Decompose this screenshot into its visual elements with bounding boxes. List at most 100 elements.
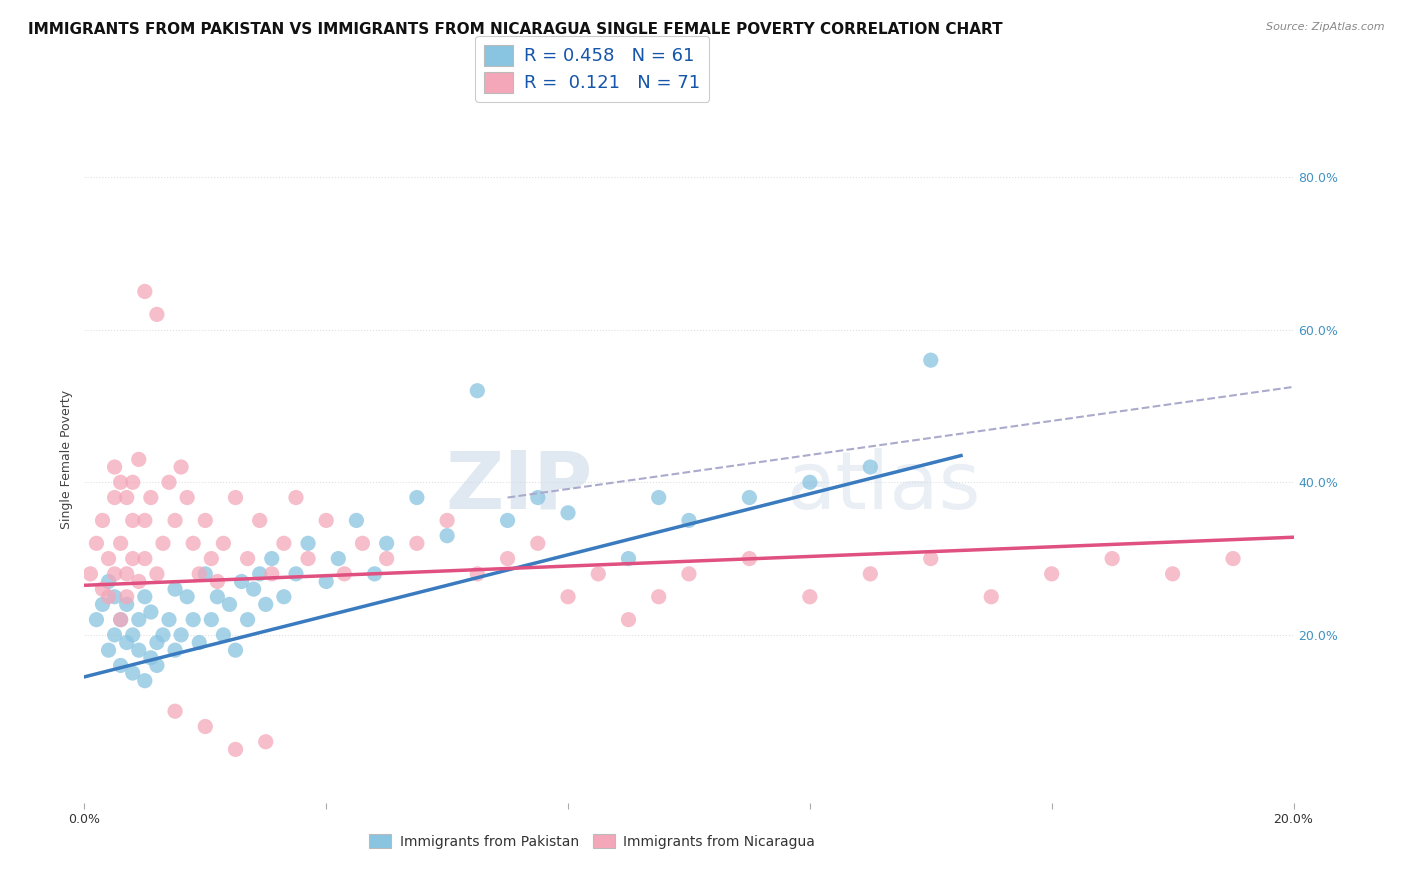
Point xyxy=(97,643,120,657)
Y-axis label: Single Female Poverty: Single Female Poverty xyxy=(60,390,73,529)
Point xyxy=(115,491,138,505)
Point xyxy=(249,513,271,527)
Point xyxy=(436,513,458,527)
Point xyxy=(110,613,132,627)
Point xyxy=(97,551,120,566)
Point xyxy=(346,513,368,527)
Point xyxy=(188,566,211,581)
Point xyxy=(859,566,882,581)
Point xyxy=(678,566,700,581)
Point xyxy=(315,574,337,589)
Point xyxy=(146,635,169,649)
Point xyxy=(115,598,138,612)
Point xyxy=(91,598,114,612)
Point xyxy=(91,513,114,527)
Point xyxy=(738,551,761,566)
Point xyxy=(254,735,277,749)
Point xyxy=(254,598,277,612)
Point xyxy=(128,643,150,657)
Point xyxy=(285,491,308,505)
Point xyxy=(375,536,398,550)
Point xyxy=(194,566,217,581)
Point xyxy=(273,536,295,550)
Point xyxy=(406,536,429,550)
Point xyxy=(200,551,222,566)
Point xyxy=(527,536,550,550)
Point xyxy=(352,536,374,550)
Point xyxy=(165,513,187,527)
Point xyxy=(496,551,519,566)
Point xyxy=(176,590,198,604)
Point xyxy=(139,491,162,505)
Point xyxy=(218,598,240,612)
Point xyxy=(170,460,193,475)
Point xyxy=(285,566,308,581)
Point xyxy=(104,491,127,505)
Point xyxy=(121,628,143,642)
Point xyxy=(134,590,156,604)
Point xyxy=(738,491,761,505)
Point xyxy=(176,491,198,505)
Point xyxy=(920,551,942,566)
Point xyxy=(86,536,108,550)
Point xyxy=(152,536,174,550)
Point xyxy=(104,566,127,581)
Point xyxy=(1161,566,1184,581)
Point xyxy=(207,574,229,589)
Point xyxy=(152,628,174,642)
Legend: Immigrants from Pakistan, Immigrants from Nicaragua: Immigrants from Pakistan, Immigrants fro… xyxy=(364,829,821,855)
Point xyxy=(467,566,489,581)
Point xyxy=(104,460,127,475)
Point xyxy=(260,566,283,581)
Point xyxy=(207,590,229,604)
Point xyxy=(236,613,259,627)
Point xyxy=(467,384,489,398)
Point xyxy=(134,551,156,566)
Point xyxy=(588,566,610,581)
Point xyxy=(859,460,882,475)
Point xyxy=(315,513,337,527)
Point xyxy=(212,628,235,642)
Point xyxy=(121,551,143,566)
Point xyxy=(139,605,162,619)
Point xyxy=(297,536,319,550)
Point xyxy=(648,590,671,604)
Point xyxy=(678,513,700,527)
Point xyxy=(121,513,143,527)
Point xyxy=(134,673,156,688)
Point xyxy=(170,628,193,642)
Point xyxy=(97,574,120,589)
Point xyxy=(617,551,640,566)
Point xyxy=(260,551,283,566)
Point xyxy=(115,566,138,581)
Point xyxy=(110,475,132,490)
Text: atlas: atlas xyxy=(786,448,980,526)
Point xyxy=(146,307,169,321)
Point xyxy=(115,590,138,604)
Point xyxy=(1101,551,1123,566)
Point xyxy=(157,475,180,490)
Point xyxy=(363,566,385,581)
Point xyxy=(225,643,247,657)
Point xyxy=(110,658,132,673)
Point xyxy=(617,613,640,627)
Point xyxy=(1222,551,1244,566)
Point xyxy=(181,613,204,627)
Point xyxy=(134,285,156,299)
Point xyxy=(225,742,247,756)
Point xyxy=(212,536,235,550)
Point xyxy=(648,491,671,505)
Point xyxy=(91,582,114,596)
Point xyxy=(188,635,211,649)
Point xyxy=(557,506,579,520)
Point xyxy=(128,613,150,627)
Point xyxy=(242,582,264,596)
Point xyxy=(249,566,271,581)
Point xyxy=(799,590,821,604)
Point xyxy=(115,635,138,649)
Point xyxy=(557,590,579,604)
Point xyxy=(139,650,162,665)
Point xyxy=(165,643,187,657)
Point xyxy=(980,590,1002,604)
Point xyxy=(134,513,156,527)
